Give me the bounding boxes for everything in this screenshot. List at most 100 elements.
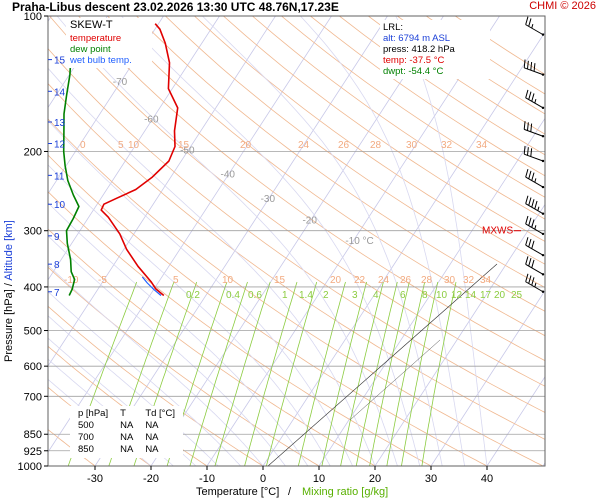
wind-barb-flag — [530, 148, 533, 157]
moist-adiabat-label: -10 — [64, 275, 79, 286]
lrl-title: LRL: — [383, 22, 404, 33]
altitude-tick-label: 10 — [54, 200, 66, 211]
moist-adiabat-label: 32 — [463, 275, 475, 286]
mxws-label: MXWS — [482, 226, 513, 237]
moist-adiabat-label: 20 — [240, 140, 252, 151]
dry-adiabat-line — [136, 16, 545, 312]
table-cell: NA — [120, 444, 134, 455]
lrl-press: press: 418.2 hPa — [383, 44, 455, 55]
plot-frame — [47, 15, 546, 467]
wind-barb-flag — [525, 195, 529, 204]
y-axis-label-pressure: Pressure [hPa] — [3, 286, 15, 362]
moist-adiabat-label: 32 — [441, 140, 453, 151]
moist-adiabat-label: 24 — [298, 140, 310, 151]
dry-adiabat-line — [194, 16, 545, 265]
wind-barb-flag — [531, 93, 535, 102]
isotherm-line — [48, 16, 332, 453]
altitude-tick-label: 11 — [54, 171, 65, 182]
temperature-tick-label: -30 — [87, 473, 103, 485]
isotherm-line — [94, 16, 388, 466]
mixing-ratio-label: 0.6 — [248, 290, 262, 301]
wind-barb-flag — [531, 219, 535, 228]
isotherm-line — [430, 289, 545, 466]
lrl-dwpt: dwpt: -54.4 °C — [383, 66, 444, 77]
x-axis-label-mixing-ratio: Mixing ratio [g/kg] — [302, 486, 389, 498]
moist-adiabat-label: 28 — [370, 140, 382, 151]
wind-barb-flag — [528, 257, 532, 267]
wind-barb-flag — [531, 172, 535, 181]
wind-barb-flag — [534, 200, 538, 210]
moist-adiabat-label: 28 — [421, 275, 433, 286]
moist-adiabat-label: 26 — [400, 275, 412, 286]
moist-adiabat-line — [48, 264, 264, 466]
altitude-tick-label: 14 — [54, 87, 66, 98]
wind-barb-flag — [528, 91, 532, 100]
moist-adiabat-label: 34 — [476, 140, 488, 151]
table-cell: NA — [120, 432, 134, 443]
axes: 1002003004005006007008509251000151413121… — [3, 11, 546, 485]
isotherm-line — [374, 203, 545, 466]
wind-barb-flag — [525, 237, 529, 246]
wind-barb — [525, 89, 545, 110]
table-row: 850 NA NA — [72, 444, 181, 456]
wind-barb-origin — [541, 106, 545, 110]
altitude-tick-label: 7 — [54, 288, 60, 299]
wind-barb-flag — [525, 89, 529, 98]
moist-adiabat-label: 30 — [406, 140, 418, 151]
isotherm-label: -70 — [113, 77, 128, 88]
mixing-ratio-line — [298, 281, 346, 466]
parcel-reference-line — [267, 263, 498, 466]
mixing-ratio-label: 14 — [465, 290, 477, 301]
table-cell: NA — [145, 444, 159, 455]
moist-adiabat-line — [48, 291, 241, 466]
y-axis-label: Pressure [hPa] / Altitude [km] — [3, 220, 15, 362]
wind-barb-flag — [528, 18, 532, 27]
altitude-tick-label: 8 — [54, 260, 60, 271]
moist-adiabat-label: 5 — [173, 275, 179, 286]
moist-adiabat-label: 30 — [444, 275, 456, 286]
wind-barb-origin — [541, 159, 545, 163]
pressure-tick-label: 600 — [24, 361, 42, 373]
wind-barb-flag — [525, 169, 529, 178]
legend-item-wetbulb: wet bulb temp. — [70, 55, 132, 66]
altitude-tick-label: 15 — [54, 56, 66, 67]
mixing-ratio-label: 2 — [323, 290, 329, 301]
lrl-alt: alt: 6794 m ASL — [383, 33, 451, 44]
copyright-label: CHMI © 2026 — [529, 0, 596, 12]
wind-barb-origin — [541, 73, 545, 76]
wind-barb-origin — [541, 212, 545, 215]
isotherm-line — [48, 16, 276, 367]
pressure-tick-label: 925 — [24, 446, 42, 458]
mixing-ratio-label: 25 — [511, 290, 523, 301]
wind-barb — [525, 16, 545, 36]
wind-barb — [525, 256, 545, 276]
altitude-tick-label: 9 — [54, 232, 60, 243]
wind-barb-flag — [525, 16, 529, 25]
moist-adiabat-label: 10 — [128, 140, 140, 151]
wind-barb-half-flag — [534, 282, 537, 288]
plot-background — [48, 16, 545, 466]
isotherm-line — [150, 16, 444, 466]
dry-adiabat-line — [223, 16, 545, 242]
moist-adiabat-label: 5 — [118, 140, 124, 151]
table-cell: 850 — [78, 444, 94, 455]
x-axis-label: Temperature [°C] — [196, 486, 280, 498]
temperature-tick-label: -20 — [143, 473, 159, 485]
wind-barb-half-flag — [537, 206, 540, 211]
wind-barb-flag — [525, 256, 529, 265]
chart-title: Praha-Libus descent 23.02.2026 13:30 UTC… — [12, 0, 339, 14]
table-header-row: p [hPa] T Td [°C] — [72, 408, 181, 420]
y-axis-label-altitude: Altitude [km] — [3, 220, 15, 281]
mixing-ratio-label: 3 — [352, 290, 358, 301]
wind-barb-flag — [531, 259, 535, 268]
pressure-tick-label: 200 — [24, 146, 42, 158]
isotherm-label: -20 — [302, 216, 317, 227]
isotherm-line — [318, 117, 545, 466]
mixing-ratio-label: 1.4 — [299, 290, 313, 301]
pressure-tick-label: 500 — [24, 326, 42, 338]
wind-barb-half-flag — [534, 225, 537, 230]
pressure-tick-label: 100 — [24, 11, 42, 23]
mixing-ratio-label: 17 — [480, 290, 492, 301]
mixing-ratio-line — [369, 281, 410, 466]
mixing-ratio-label: 0.4 — [226, 290, 240, 301]
